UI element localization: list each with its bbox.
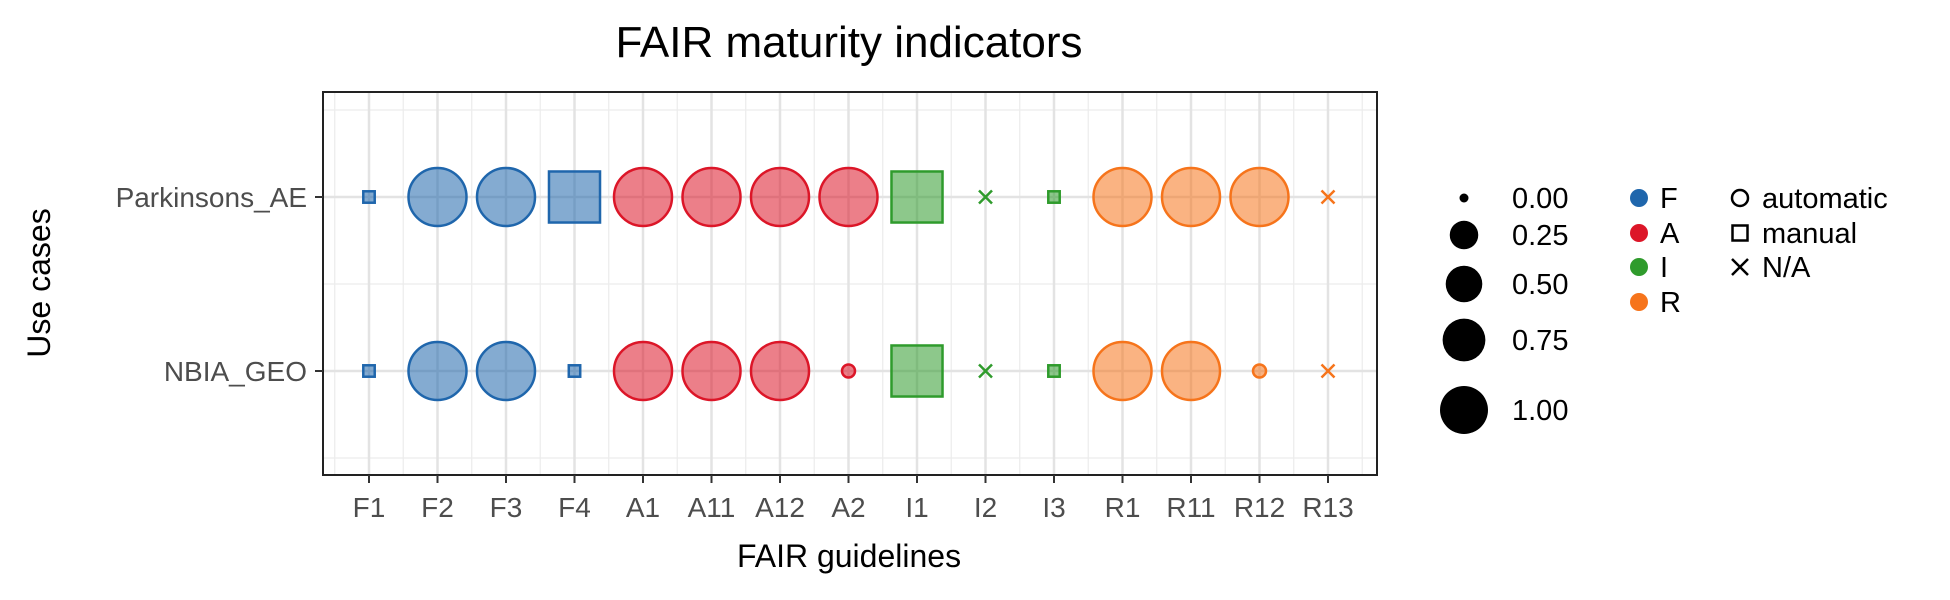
- point-NBIA_GEO-I1: [890, 344, 944, 398]
- point-Parkinsons_AE-R11: [1160, 166, 1222, 228]
- panel-border: [322, 91, 1378, 476]
- point-Parkinsons_AE-F4: [547, 170, 602, 224]
- point-NBIA_GEO-F4: [567, 364, 582, 378]
- point-Parkinsons_AE-I1: [890, 170, 944, 224]
- point-NBIA_GEO-R13: [1320, 363, 1336, 379]
- point-NBIA_GEO-R11: [1160, 340, 1222, 402]
- shape-legend-key: [1730, 188, 1750, 208]
- plot-panel: [322, 91, 1378, 476]
- point-NBIA_GEO-A1: [612, 340, 674, 402]
- size-legend: 0.00 0.25 0.50 0.75 1.00: [1440, 183, 1568, 434]
- shape-legend-label: manual: [1762, 218, 1857, 250]
- shape-legend-label: N/A: [1762, 252, 1811, 284]
- color-legend: FAIR: [1630, 183, 1681, 319]
- x-tick-label: F4: [558, 492, 591, 523]
- x-tick-label: F1: [353, 492, 386, 523]
- point-Parkinsons_AE-F1: [362, 190, 376, 204]
- point-Parkinsons_AE-F3: [475, 166, 537, 228]
- point-NBIA_GEO-F3: [475, 340, 537, 402]
- x-tick-label: A11: [688, 492, 736, 523]
- point-Parkinsons_AE-A12: [749, 166, 811, 228]
- point-NBIA_GEO-F2: [407, 340, 468, 402]
- point-Parkinsons_AE-I2: [978, 189, 993, 205]
- point-NBIA_GEO-I3: [1047, 364, 1061, 378]
- y-axis-label: Use cases: [21, 208, 57, 357]
- size-legend-label: 1.00: [1512, 395, 1568, 427]
- chart-title: FAIR maturity indicators: [615, 18, 1082, 67]
- x-tick-label: I2: [974, 492, 997, 523]
- size-legend-label: 0.25: [1512, 220, 1568, 252]
- size-legend-key: [1449, 220, 1479, 250]
- point-Parkinsons_AE-R12: [1229, 166, 1290, 228]
- point-Parkinsons_AE-R13: [1320, 189, 1336, 205]
- color-legend-label: F: [1660, 183, 1678, 215]
- point-Parkinsons_AE-A2: [818, 166, 879, 228]
- x-tick-label: F2: [421, 492, 454, 523]
- y-tick-label: NBIA_GEO: [164, 356, 307, 387]
- x-tick-label: A1: [626, 492, 660, 523]
- size-legend-key: [1445, 265, 1483, 303]
- x-tick-label: F3: [490, 492, 523, 523]
- size-legend-label: 0.75: [1512, 325, 1568, 357]
- color-legend-key: [1630, 189, 1648, 207]
- color-legend-key: [1630, 293, 1648, 311]
- point-NBIA_GEO-R1: [1092, 340, 1153, 402]
- point-NBIA_GEO-I2: [978, 363, 993, 379]
- point-NBIA_GEO-A11: [681, 340, 742, 402]
- x-tick-label: R13: [1302, 492, 1353, 523]
- x-tick-label: R12: [1234, 492, 1285, 523]
- x-axis: F1 F2 F3 F4 A1 A11 A12 A2 I1 I2 I3 R1 R11 R12 R13: [353, 475, 1354, 523]
- x-tick-label: A2: [831, 492, 865, 523]
- x-tick-label: R1: [1105, 492, 1141, 523]
- point-NBIA_GEO-F1: [362, 364, 376, 378]
- size-legend-key: [1440, 386, 1488, 434]
- x-tick-label: R11: [1166, 492, 1215, 523]
- x-tick-label: A12: [755, 492, 805, 523]
- color-legend-label: I: [1660, 252, 1668, 284]
- point-Parkinsons_AE-A11: [681, 166, 742, 228]
- point-Parkinsons_AE-I3: [1047, 190, 1061, 204]
- point-NBIA_GEO-A2: [840, 363, 857, 379]
- point-NBIA_GEO-R12: [1251, 363, 1268, 379]
- point-Parkinsons_AE-R1: [1092, 166, 1153, 228]
- shape-legend-key: [1731, 258, 1749, 276]
- color-legend-label: A: [1660, 218, 1680, 250]
- x-tick-label: I3: [1042, 492, 1065, 523]
- color-legend-key: [1630, 258, 1648, 276]
- size-legend-label: 0.00: [1512, 183, 1568, 215]
- point-Parkinsons_AE-F2: [407, 166, 468, 228]
- size-legend-key: [1459, 193, 1469, 203]
- data-points: [362, 166, 1336, 402]
- color-legend-key: [1630, 224, 1648, 242]
- shape-legend-label: automatic: [1762, 183, 1888, 215]
- point-NBIA_GEO-A12: [749, 340, 811, 402]
- point-Parkinsons_AE-A1: [612, 166, 674, 228]
- y-tick-label: Parkinsons_AE: [116, 182, 307, 213]
- x-tick-label: I1: [905, 492, 928, 523]
- x-axis-label: FAIR guidelines: [737, 538, 961, 574]
- y-axis: Parkinsons_AE NBIA_GEO: [116, 182, 323, 387]
- size-legend-key: [1442, 318, 1486, 362]
- color-legend-label: R: [1660, 287, 1681, 319]
- size-legend-label: 0.50: [1512, 269, 1568, 301]
- shape-legend-key: [1731, 224, 1749, 242]
